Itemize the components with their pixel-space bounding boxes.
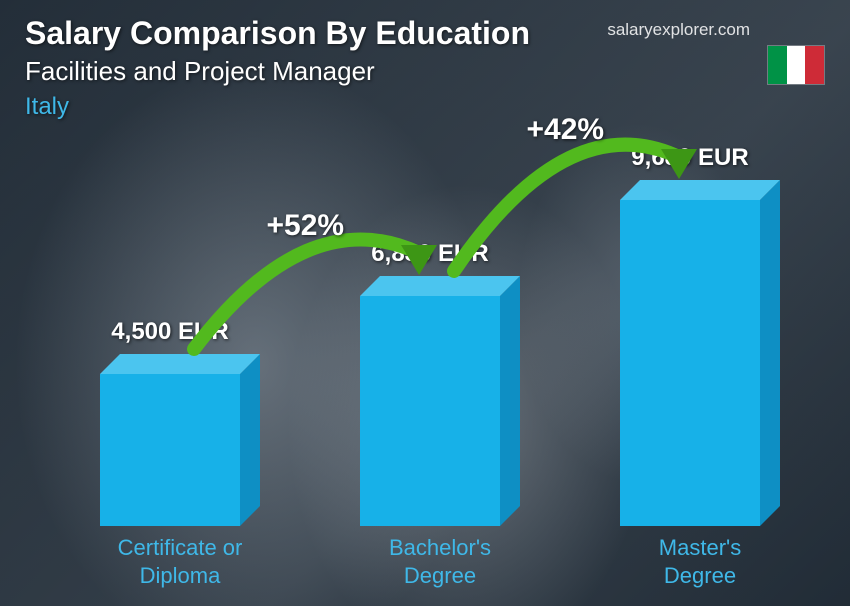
flag-stripe-white (787, 46, 806, 84)
chart-country: Italy (25, 93, 825, 121)
flag-stripe-red (805, 46, 824, 84)
watermark: salaryexplorer.com (607, 20, 750, 40)
chart-subtitle: Facilities and Project Manager (25, 56, 825, 87)
italy-flag-icon (767, 45, 825, 85)
bar-category-label: Master's Degree (600, 534, 800, 589)
increase-percent-badge: +42% (527, 113, 605, 147)
increase-arrow-icon (60, 160, 820, 526)
flag-stripe-green (768, 46, 787, 84)
bar-category-label: Bachelor's Degree (340, 534, 540, 589)
bar-category-label: Certificate or Diploma (80, 534, 280, 589)
chart-area: 4,500 EURCertificate or Diploma6,830 EUR… (60, 160, 790, 526)
